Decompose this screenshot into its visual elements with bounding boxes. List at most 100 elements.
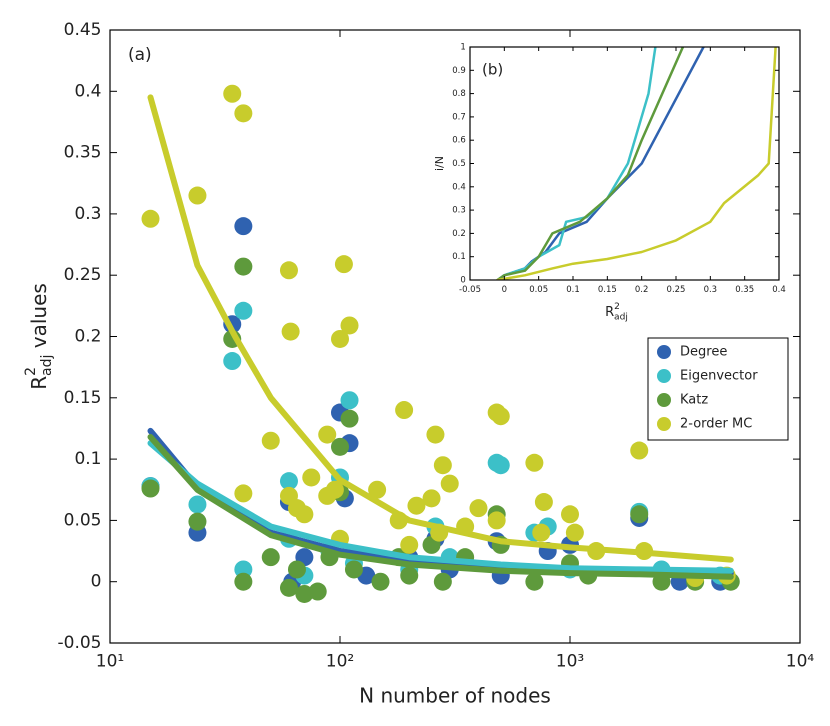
y-tick-label: -0.05 — [58, 633, 102, 653]
y-tick-label: 0.05 — [64, 510, 102, 530]
x-tick-label: -0.05 — [459, 285, 481, 295]
scatter-point — [344, 560, 363, 579]
scatter-point — [287, 560, 306, 579]
label-base: R — [605, 305, 614, 320]
x-tick-label: 10² — [326, 652, 354, 672]
legend-label: Degree — [680, 345, 727, 360]
legend-label: Katz — [680, 393, 708, 408]
scatter-point — [281, 322, 300, 341]
scatter-point — [188, 512, 207, 531]
scatter-point — [188, 495, 207, 514]
scatter-point — [308, 582, 327, 601]
scatter-point — [440, 474, 459, 493]
scatter-point — [400, 535, 419, 554]
plot-clip-group — [496, 47, 777, 280]
axis-label: R2 adj — [605, 302, 628, 322]
y-tick-label: 0.15 — [64, 388, 102, 408]
x-tick-label: 0.1 — [566, 285, 580, 295]
scatter-point — [407, 496, 426, 515]
legend-label: Eigenvector — [680, 369, 758, 384]
scatter-point — [340, 316, 359, 335]
scatter-point — [400, 566, 419, 585]
x-tick-label: 0.05 — [529, 285, 548, 295]
axis-label: N number of nodes — [359, 684, 551, 708]
scatter-point — [234, 572, 253, 591]
y-tick-label: 0.45 — [64, 20, 102, 40]
y-tick-label: 0.1 — [74, 449, 101, 469]
line — [496, 47, 685, 280]
scatter-point — [234, 104, 253, 123]
scatter-point — [188, 186, 207, 205]
scatter-point — [223, 84, 242, 103]
scatter-point — [234, 484, 253, 503]
scatter-point — [422, 489, 441, 508]
scatter-point — [261, 548, 280, 567]
scatter-point — [491, 407, 510, 426]
plot-frame — [109, 29, 801, 644]
panel-label: (a) — [128, 45, 152, 65]
legend-marker — [657, 393, 671, 407]
label-sub: adj — [614, 312, 628, 322]
fit-line — [147, 440, 734, 574]
scatter-point — [532, 523, 551, 542]
scatter-point — [295, 505, 314, 524]
scatter-point — [630, 441, 649, 460]
x-tick-label: 10³ — [556, 652, 584, 672]
scatter-point — [234, 257, 253, 276]
scatter-point — [630, 505, 649, 524]
fit-line — [147, 94, 734, 563]
y-tick-label: 0 — [460, 276, 465, 286]
y-tick-label: 1 — [460, 43, 465, 53]
legend-box — [647, 337, 789, 441]
scatter-point — [318, 425, 337, 444]
y-tick-label: 0.25 — [64, 265, 102, 285]
y-tick-label: 0.4 — [74, 81, 101, 101]
y-tick-label: 0.3 — [452, 206, 466, 216]
scatter-point — [223, 352, 242, 371]
scatter-point — [426, 425, 445, 444]
line — [496, 47, 657, 280]
y-tick-label: 0.1 — [452, 252, 466, 262]
scatter-point — [141, 209, 160, 228]
label-rest: values — [27, 283, 51, 354]
y-tick-label: 0.2 — [452, 229, 466, 239]
scatter-point — [433, 456, 452, 475]
y-tick-label: 0.5 — [452, 159, 466, 169]
scatter-point — [395, 401, 414, 420]
scatter-point — [331, 437, 349, 456]
scatter-point — [331, 329, 349, 348]
y-tick-label: 0.8 — [452, 89, 466, 99]
scatter-point — [279, 472, 298, 491]
scatter-point — [234, 217, 253, 236]
x-tick-label: 0.25 — [667, 285, 686, 295]
y-tick-label: 0.3 — [74, 204, 101, 224]
x-tick-label: 0.35 — [735, 285, 754, 295]
scatter-point — [565, 523, 584, 542]
legend-marker — [657, 417, 671, 431]
y-tick-label: 0 — [91, 572, 102, 592]
plot-frame — [469, 46, 780, 281]
scatter-point — [340, 409, 359, 428]
x-tick-label: 0.3 — [704, 285, 718, 295]
scatter-point — [279, 261, 298, 280]
scatter-point — [469, 499, 488, 518]
axis-label: R2adj values — [23, 283, 55, 390]
scatter-point — [525, 453, 544, 472]
scatter-point — [325, 480, 344, 499]
x-tick-label: 10¹ — [96, 652, 124, 672]
panel-label: (b) — [482, 61, 503, 79]
plot-clip-group — [141, 84, 740, 603]
y-tick-label: 0.35 — [64, 143, 102, 163]
scatter-point — [491, 456, 510, 475]
x-tick-label: 0.4 — [772, 285, 786, 295]
scatter-point — [525, 572, 544, 591]
scatter-point — [234, 301, 253, 320]
legend-marker — [657, 369, 671, 383]
x-tick-label: 0.15 — [598, 285, 617, 295]
x-tick-label: 0 — [502, 285, 507, 295]
axis-label: i/N — [433, 156, 446, 171]
label-sub: adj — [39, 355, 55, 376]
scatter-point — [368, 480, 387, 499]
y-tick-label: 0.4 — [452, 182, 466, 192]
